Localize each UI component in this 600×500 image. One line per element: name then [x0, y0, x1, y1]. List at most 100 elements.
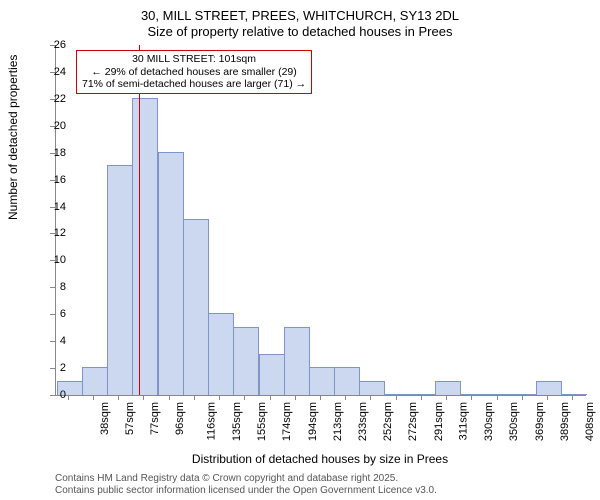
- histogram-bar: [410, 394, 436, 395]
- x-tick-label: 291sqm: [433, 402, 445, 441]
- x-tick-mark: [68, 395, 69, 400]
- x-tick-mark: [497, 395, 498, 400]
- x-tick-mark: [522, 395, 523, 400]
- histogram-bar: [259, 354, 285, 395]
- histogram-bar: [334, 367, 360, 395]
- y-tick-mark: [50, 180, 55, 181]
- x-tick-label: 57sqm: [124, 402, 136, 435]
- reference-line: [139, 45, 140, 395]
- x-tick-label: 272sqm: [408, 402, 420, 441]
- histogram-bar: [536, 381, 562, 395]
- x-tick-mark: [93, 395, 94, 400]
- footer-attribution: Contains HM Land Registry data © Crown c…: [55, 473, 437, 496]
- x-tick-label: 252sqm: [382, 402, 394, 441]
- x-tick-label: 96sqm: [174, 402, 186, 435]
- histogram-bar: [233, 327, 259, 395]
- y-tick-mark: [50, 72, 55, 73]
- x-tick-mark: [345, 395, 346, 400]
- footer-line2: Contains public sector information licen…: [55, 485, 437, 497]
- x-tick-mark: [270, 395, 271, 400]
- y-tick-label: 12: [54, 227, 66, 239]
- y-tick-mark: [50, 233, 55, 234]
- y-tick-mark: [50, 368, 55, 369]
- x-tick-mark: [143, 395, 144, 400]
- y-tick-label: 0: [60, 389, 66, 401]
- x-tick-mark: [446, 395, 447, 400]
- chart-title-line2: Size of property relative to detached ho…: [0, 24, 600, 39]
- x-tick-label: 350sqm: [509, 402, 521, 441]
- y-tick-label: 16: [54, 174, 66, 186]
- histogram-bar: [183, 219, 209, 395]
- y-tick-mark: [50, 341, 55, 342]
- y-tick-label: 18: [54, 147, 66, 159]
- histogram-bar: [132, 98, 158, 395]
- y-tick-mark: [50, 99, 55, 100]
- histogram-bar: [460, 394, 486, 395]
- plot-area: [55, 45, 586, 396]
- y-tick-label: 24: [54, 66, 66, 78]
- x-tick-mark: [396, 395, 397, 400]
- footer-line1: Contains HM Land Registry data © Crown c…: [55, 473, 437, 485]
- y-tick-label: 20: [54, 120, 66, 132]
- y-tick-label: 8: [60, 281, 66, 293]
- x-tick-label: 38sqm: [99, 402, 111, 435]
- x-axis-label: Distribution of detached houses by size …: [55, 452, 585, 466]
- y-tick-mark: [50, 153, 55, 154]
- x-tick-mark: [320, 395, 321, 400]
- histogram-bar: [208, 313, 234, 395]
- histogram-bar: [561, 394, 587, 395]
- histogram-bar: [435, 381, 461, 395]
- chart-title-line1: 30, MILL STREET, PREES, WHITCHURCH, SY13…: [0, 8, 600, 23]
- y-tick-label: 10: [54, 254, 66, 266]
- x-tick-mark: [471, 395, 472, 400]
- histogram-bar: [82, 367, 108, 395]
- y-tick-label: 4: [60, 335, 66, 347]
- histogram-bar: [309, 367, 335, 395]
- y-axis-label: Number of detached properties: [6, 55, 20, 220]
- x-tick-label: 77sqm: [149, 402, 161, 435]
- histogram-bar: [284, 327, 310, 395]
- x-tick-label: 408sqm: [584, 402, 596, 441]
- y-tick-label: 14: [54, 201, 66, 213]
- x-tick-mark: [194, 395, 195, 400]
- y-tick-mark: [50, 395, 55, 396]
- histogram-bar: [385, 394, 411, 395]
- x-tick-label: 311sqm: [457, 402, 469, 440]
- histogram-bar: [359, 381, 385, 395]
- x-tick-mark: [421, 395, 422, 400]
- x-tick-mark: [169, 395, 170, 400]
- x-tick-label: 330sqm: [483, 402, 495, 441]
- annotation-line2: ← 29% of detached houses are smaller (29…: [82, 66, 306, 79]
- histogram-bar: [486, 394, 512, 395]
- x-tick-label: 369sqm: [534, 402, 546, 441]
- y-tick-label: 2: [60, 362, 66, 374]
- y-tick-mark: [50, 45, 55, 46]
- y-tick-label: 22: [54, 93, 66, 105]
- y-tick-mark: [50, 287, 55, 288]
- x-tick-mark: [572, 395, 573, 400]
- x-tick-label: 389sqm: [559, 402, 571, 441]
- x-tick-mark: [547, 395, 548, 400]
- y-tick-label: 26: [54, 39, 66, 51]
- y-tick-label: 6: [60, 308, 66, 320]
- y-tick-mark: [50, 260, 55, 261]
- y-tick-mark: [50, 314, 55, 315]
- histogram-bar: [511, 394, 537, 395]
- x-tick-label: 213sqm: [332, 402, 344, 441]
- chart-container: 30, MILL STREET, PREES, WHITCHURCH, SY13…: [0, 0, 600, 500]
- x-tick-mark: [370, 395, 371, 400]
- x-tick-mark: [219, 395, 220, 400]
- y-tick-mark: [50, 126, 55, 127]
- y-tick-mark: [50, 207, 55, 208]
- x-tick-mark: [244, 395, 245, 400]
- annotation-line1: 30 MILL STREET: 101sqm: [82, 53, 306, 66]
- x-tick-label: 135sqm: [231, 402, 243, 441]
- histogram-bar: [107, 165, 133, 395]
- x-tick-label: 174sqm: [281, 402, 293, 441]
- x-tick-label: 155sqm: [256, 402, 268, 441]
- x-tick-label: 194sqm: [307, 402, 319, 441]
- x-tick-mark: [118, 395, 119, 400]
- x-tick-label: 116sqm: [205, 402, 217, 440]
- x-tick-label: 233sqm: [357, 402, 369, 441]
- x-tick-mark: [295, 395, 296, 400]
